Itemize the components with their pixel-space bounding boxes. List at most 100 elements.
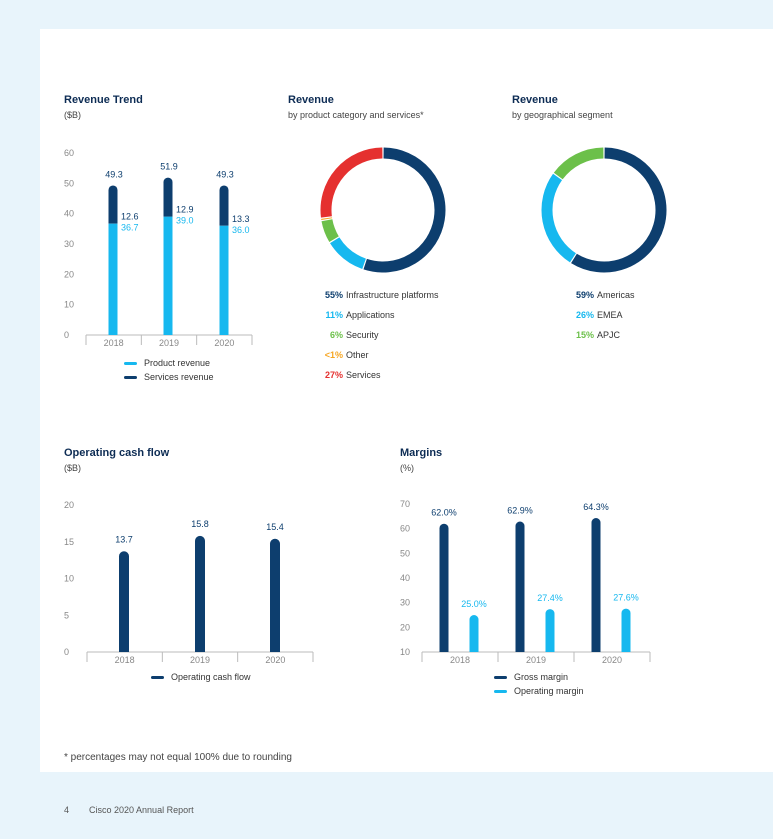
y-tick-label: 60 [400, 524, 410, 534]
bar-operating-cash-flow [270, 538, 280, 652]
slice-label: APJC [597, 330, 621, 340]
donut-legend-item: 15% APJC [554, 328, 635, 348]
bar-services-revenue [163, 177, 173, 217]
margins-title: Margins [400, 447, 443, 459]
bar-services-label: 12.9 [176, 205, 194, 215]
y-tick-label: 0 [64, 647, 69, 657]
bar-operating-margin [469, 615, 479, 652]
cash-flow-subtitle: ($B) [64, 463, 82, 473]
bar-services-revenue [219, 185, 229, 226]
slice-label: Infrastructure platforms [346, 290, 439, 300]
legend-label: Services revenue [144, 372, 214, 382]
bar-value-label: 15.8 [191, 519, 209, 529]
y-tick-label: 30 [400, 598, 410, 608]
y-tick-label: 20 [400, 622, 410, 632]
slice-label: Applications [346, 310, 395, 320]
bar-total-label: 49.3 [105, 169, 123, 179]
bar-gross-margin [439, 523, 449, 652]
bar-operating-cash-flow [195, 535, 205, 652]
bar-total-label: 51.9 [160, 162, 178, 172]
bar-gross-margin-label: 62.0% [431, 508, 457, 518]
legend-label: Operating margin [514, 686, 584, 696]
bar-product-revenue [163, 216, 173, 335]
x-tick-label: 2019 [526, 655, 546, 665]
slice-label: Other [346, 350, 369, 360]
y-tick-label: 10 [64, 300, 74, 310]
x-tick-label: 2018 [450, 655, 470, 665]
bar-product-revenue [108, 223, 118, 335]
y-tick-label: 40 [400, 573, 410, 583]
y-tick-label: 5 [64, 610, 69, 620]
y-tick-label: 20 [64, 500, 74, 510]
donut-slice [320, 147, 383, 218]
y-tick-label: 0 [64, 330, 69, 340]
donut-slice [541, 173, 577, 263]
y-tick-label: 15 [64, 537, 74, 547]
donut-legend-item: 6% Security [300, 328, 439, 348]
slice-label: Security [346, 330, 379, 340]
page-number: 4 [64, 805, 70, 815]
bar-services-label: 13.3 [232, 214, 250, 224]
revenue-category-title: Revenue [288, 94, 334, 106]
bar-services-label: 12.6 [121, 212, 139, 222]
cash-flow-title: Operating cash flow [64, 447, 170, 459]
donut-legend-item: 27% Services [300, 368, 439, 388]
y-tick-label: 50 [64, 178, 74, 188]
y-tick-label: 10 [64, 574, 74, 584]
page-footer: 4 Cisco 2020 Annual Report [64, 805, 214, 815]
slice-pct: 11% [325, 310, 343, 320]
slice-pct: 55% [324, 290, 343, 300]
bar-operating-cash-flow [119, 551, 129, 652]
slice-pct: 27% [324, 370, 343, 380]
slice-pct: 59% [575, 290, 594, 300]
revenue-geo-legend: 59% Americas 26% EMEA 15% APJC [554, 288, 635, 348]
y-tick-label: 70 [400, 499, 410, 509]
donut-legend-item: 59% Americas [554, 288, 635, 308]
slice-pct: 15% [575, 330, 594, 340]
revenue-geo-title: Revenue [512, 94, 558, 106]
bar-gross-margin-label: 62.9% [507, 506, 533, 516]
legend-label: Gross margin [514, 672, 569, 682]
bar-product-label: 39.0 [176, 216, 194, 226]
y-tick-label: 30 [64, 239, 74, 249]
slice-label: Americas [597, 290, 635, 300]
x-tick-label: 2018 [104, 338, 124, 348]
y-tick-label: 20 [64, 269, 74, 279]
bar-product-revenue [219, 225, 229, 335]
y-tick-label: 60 [64, 148, 74, 158]
bar-value-label: 13.7 [115, 534, 133, 544]
x-tick-label: 2020 [214, 338, 234, 348]
bar-operating-margin [621, 608, 631, 652]
x-tick-label: 2020 [265, 655, 285, 665]
bar-value-label: 15.4 [266, 522, 284, 532]
bar-total-label: 49.3 [216, 169, 234, 179]
margins-legend: Gross margin Operating margin [494, 670, 584, 698]
donut-legend-item: 55% Infrastructure platforms [300, 288, 439, 308]
legend-item-services-revenue: Services revenue [124, 370, 214, 384]
slice-pct: <1% [324, 350, 343, 360]
x-tick-label: 2019 [159, 338, 179, 348]
donut-slice [330, 237, 367, 269]
bar-gross-margin [591, 518, 601, 652]
legend-item-gross-margin: Gross margin [494, 670, 584, 684]
revenue-trend-title: Revenue Trend [64, 94, 143, 106]
donut-slice [321, 219, 339, 243]
bar-gross-margin [515, 521, 525, 652]
x-tick-label: 2019 [190, 655, 210, 665]
bar-product-label: 36.7 [121, 223, 139, 233]
legend-swatch [151, 676, 164, 680]
report-name: Cisco 2020 Annual Report [89, 805, 194, 815]
bar-product-label: 36.0 [232, 225, 250, 235]
revenue-geo-subtitle: by geographical segment [512, 110, 613, 120]
legend-item-operating-cash-flow: Operating cash flow [151, 670, 251, 684]
legend-swatch [494, 676, 507, 680]
slice-pct: 6% [329, 330, 343, 340]
bar-operating-margin-label: 27.4% [537, 593, 563, 603]
footnote: * percentages may not equal 100% due to … [64, 752, 292, 763]
revenue-category-legend: 55% Infrastructure platforms 11% Applicati… [300, 288, 439, 388]
y-tick-label: 50 [400, 548, 410, 558]
y-tick-label: 10 [400, 647, 410, 657]
